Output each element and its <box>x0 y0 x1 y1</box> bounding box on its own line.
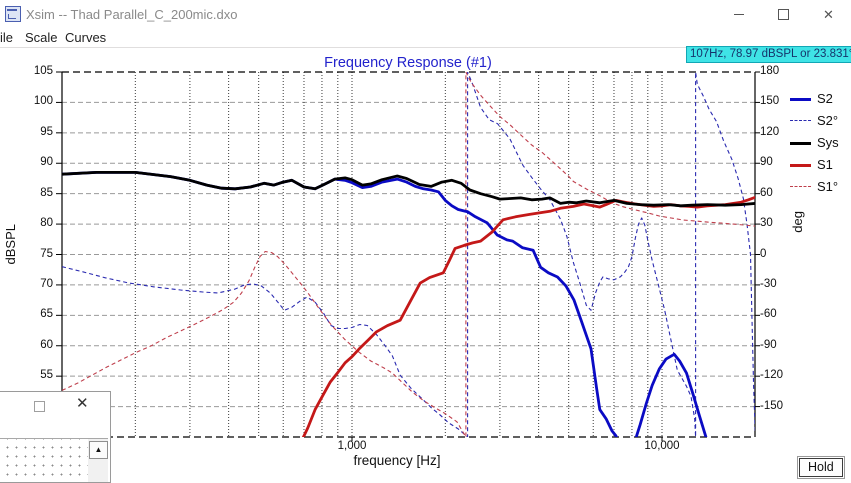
right-tick-label: 60 <box>760 186 773 199</box>
legend-label: Sys <box>817 135 839 150</box>
window-title: Xsim -- Thad Parallel_C_200mic.dxo <box>26 7 238 22</box>
left-tick-label: 95 <box>40 125 53 138</box>
right-tick-label: 120 <box>760 125 780 138</box>
left-tick-label: 90 <box>40 156 53 169</box>
right-tick-label: 0 <box>760 247 767 260</box>
schematic-mini-window[interactable]: ✕ ▲ <box>0 391 111 483</box>
cursor-readout: 107Hz, 78.97 dBSPL or 23.831° <box>686 46 851 63</box>
legend-line-sample <box>790 186 811 187</box>
right-tick-label: -60 <box>760 308 777 321</box>
minimize-button[interactable] <box>716 0 761 28</box>
right-tick-label: -120 <box>760 369 784 382</box>
curve-S2deg <box>62 72 755 437</box>
left-tick-label: 100 <box>33 95 53 108</box>
menu-item-scale[interactable]: Scale <box>25 30 58 45</box>
legend-label: S2° <box>817 113 839 128</box>
hold-button[interactable]: Hold <box>797 456 845 479</box>
left-tick-label: 80 <box>40 217 53 230</box>
menu-item-curves[interactable]: Curves <box>65 30 107 45</box>
right-tick-label: -30 <box>760 277 777 290</box>
chart-title: Frequency Response (#1) <box>324 55 492 71</box>
legend-label: S1 <box>817 157 833 172</box>
legend-line-sample <box>790 164 811 167</box>
schematic-grid-canvas[interactable] <box>0 438 88 482</box>
legend-line-sample <box>790 142 811 145</box>
menu-item-file[interactable]: ile <box>0 30 14 45</box>
curve-S1deg <box>62 72 755 437</box>
mini-close-icon[interactable]: ✕ <box>76 395 89 412</box>
mini-maximize-icon[interactable] <box>34 401 45 412</box>
x-axis-label: frequency [Hz] <box>353 453 441 468</box>
legend-line-sample <box>790 120 811 121</box>
left-tick-label: 70 <box>40 277 53 290</box>
close-icon: ✕ <box>823 6 834 22</box>
curve-Sys <box>62 171 755 208</box>
right-tick-label: 150 <box>760 95 780 108</box>
menu-bar: ile Scale Curves <box>0 28 851 48</box>
x-tick-label: 10,000 <box>644 440 680 452</box>
left-tick-label: 75 <box>40 247 53 260</box>
right-tick-label: -90 <box>760 338 777 351</box>
maximize-button[interactable] <box>761 0 806 28</box>
title-bar: Xsim -- Thad Parallel_C_200mic.dxo ✕ <box>0 0 851 28</box>
curve-S1 <box>301 195 755 437</box>
left-tick-label: 60 <box>40 338 53 351</box>
left-tick-label: 85 <box>40 186 53 199</box>
hold-button-label: Hold <box>799 458 843 477</box>
legend-line-sample <box>790 98 811 101</box>
x-tick-label: 1,000 <box>337 440 367 452</box>
app-icon <box>5 6 21 22</box>
left-tick-label: 65 <box>40 308 53 321</box>
maximize-icon <box>778 8 789 20</box>
right-tick-label: 180 <box>760 65 780 77</box>
right-tick-label: 30 <box>760 217 773 230</box>
legend-label: S1° <box>817 179 839 194</box>
minimize-icon <box>733 13 744 15</box>
right-tick-label: -150 <box>760 399 784 412</box>
scroll-up-button[interactable]: ▲ <box>89 441 108 459</box>
right-tick-label: 90 <box>760 156 773 169</box>
schematic-scrollbar[interactable]: ▲ <box>88 438 108 482</box>
left-tick-label: 55 <box>40 369 53 382</box>
legend-label: S2 <box>817 91 833 106</box>
close-button[interactable]: ✕ <box>806 0 851 28</box>
left-tick-label: 105 <box>33 65 53 77</box>
